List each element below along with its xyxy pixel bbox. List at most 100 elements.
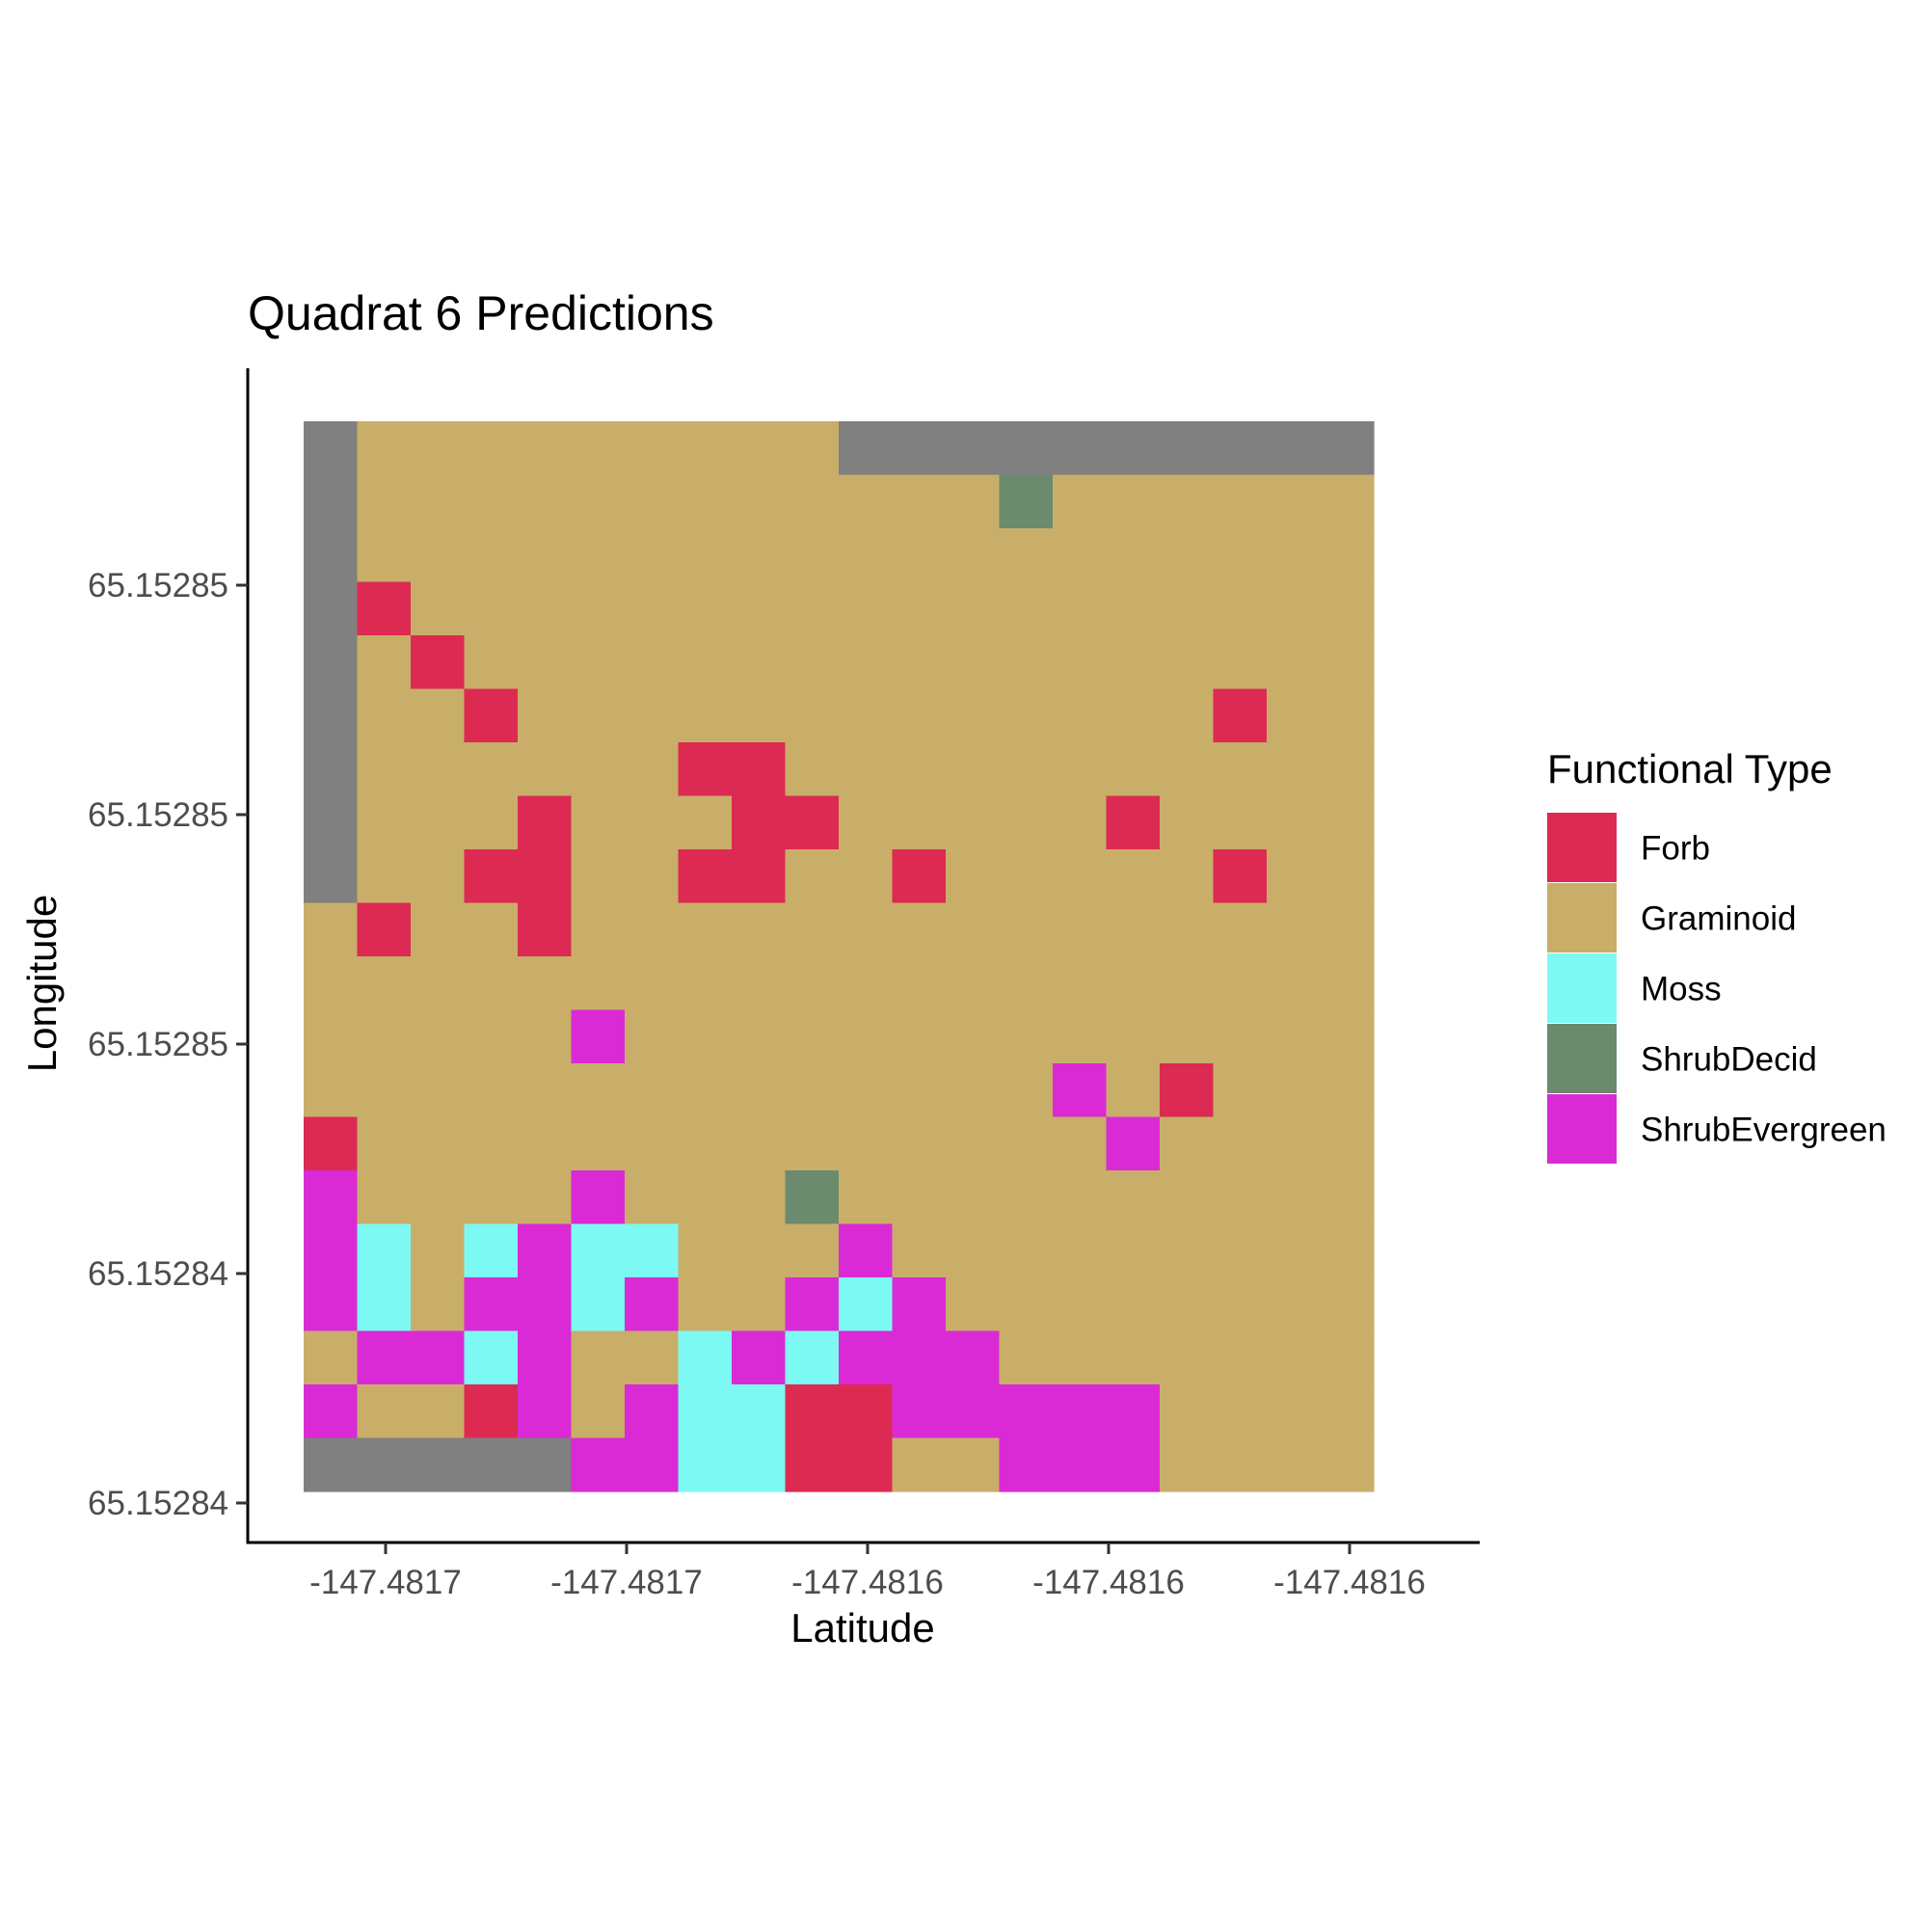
heatmap-cell xyxy=(785,474,840,529)
heatmap-cell xyxy=(1267,1063,1322,1118)
heatmap-cell xyxy=(304,1277,359,1332)
heatmap-cell xyxy=(357,1009,412,1064)
heatmap-cell xyxy=(892,688,947,743)
heatmap-cell xyxy=(785,1384,840,1439)
heatmap-cells xyxy=(304,421,1375,1492)
heatmap-cell xyxy=(839,1330,894,1385)
heatmap-cell xyxy=(571,1384,626,1439)
heatmap-cell xyxy=(946,1009,1001,1064)
heatmap-cell xyxy=(678,581,733,636)
heatmap-cell xyxy=(892,635,947,690)
heatmap-cell xyxy=(1160,1170,1215,1225)
heatmap-cell xyxy=(411,1009,466,1064)
heatmap-cell xyxy=(1320,1437,1375,1492)
heatmap-cell xyxy=(1106,1223,1161,1278)
legend-key-forb xyxy=(1547,813,1617,882)
heatmap-cell xyxy=(411,635,466,690)
heatmap-cell xyxy=(1267,528,1322,583)
heatmap-cell xyxy=(1320,1330,1375,1385)
heatmap-cell xyxy=(839,1223,894,1278)
heatmap-cell xyxy=(357,1223,412,1278)
heatmap-cell xyxy=(999,795,1054,850)
heatmap-cell xyxy=(892,581,947,636)
x-tick-label: -147.4816 xyxy=(791,1564,944,1601)
heatmap-cell xyxy=(1160,688,1215,743)
heatmap-cell xyxy=(304,1384,359,1439)
heatmap-cell xyxy=(411,421,466,476)
heatmap-cell xyxy=(732,1277,787,1332)
heatmap-cell xyxy=(1160,1009,1215,1064)
heatmap-cell xyxy=(678,742,733,797)
heatmap-cell xyxy=(571,635,626,690)
heatmap-cell xyxy=(357,1170,412,1225)
heatmap-cell xyxy=(464,849,519,904)
heatmap-cell xyxy=(464,1277,519,1332)
heatmap-cell xyxy=(1053,528,1108,583)
heatmap-cell xyxy=(571,1063,626,1118)
heatmap-cell xyxy=(625,421,680,476)
heatmap-cell xyxy=(999,528,1054,583)
heatmap-cell xyxy=(1160,581,1215,636)
heatmap-cell xyxy=(1213,795,1268,850)
legend-label-forb: Forb xyxy=(1641,830,1710,868)
heatmap-cell xyxy=(304,635,359,690)
heatmap-cell xyxy=(946,474,1001,529)
heatmap-cell xyxy=(625,1277,680,1332)
heatmap-cell xyxy=(304,1437,359,1492)
heatmap-cell xyxy=(946,1223,1001,1278)
heatmap-cell xyxy=(999,742,1054,797)
heatmap-cell xyxy=(411,795,466,850)
heatmap-cell xyxy=(1320,1223,1375,1278)
heatmap-cell xyxy=(1106,581,1161,636)
heatmap-cell xyxy=(1160,421,1215,476)
heatmap-cell xyxy=(785,1277,840,1332)
heatmap-cell xyxy=(411,581,466,636)
heatmap-cell xyxy=(518,1009,573,1064)
heatmap-cell xyxy=(1320,742,1375,797)
heatmap-cell xyxy=(999,849,1054,904)
legend-key-moss xyxy=(1547,953,1617,1023)
heatmap-cell xyxy=(625,528,680,583)
heatmap-cell xyxy=(518,581,573,636)
heatmap-cell xyxy=(839,1277,894,1332)
heatmap-cell xyxy=(304,1116,359,1171)
legend-label-shrubdecid: ShrubDecid xyxy=(1641,1041,1817,1079)
heatmap-cell xyxy=(1053,635,1108,690)
heatmap-cell xyxy=(732,1170,787,1225)
heatmap-cell xyxy=(304,688,359,743)
heatmap-cell xyxy=(357,956,412,1011)
heatmap-cell xyxy=(839,849,894,904)
heatmap-cell xyxy=(1106,421,1161,476)
heatmap-cell xyxy=(464,1116,519,1171)
heatmap-cell xyxy=(892,528,947,583)
heatmap-cell xyxy=(1320,635,1375,690)
heatmap-cell xyxy=(946,1384,1001,1439)
heatmap-cell xyxy=(625,849,680,904)
heatmap-cell xyxy=(732,528,787,583)
heatmap-cell xyxy=(1267,1384,1322,1439)
heatmap-cell xyxy=(1213,1170,1268,1225)
heatmap-cell xyxy=(785,1170,840,1225)
heatmap-cell xyxy=(1053,1277,1108,1332)
heatmap-cell xyxy=(625,635,680,690)
heatmap-cell xyxy=(304,849,359,904)
heatmap-cell xyxy=(304,1223,359,1278)
heatmap-cell xyxy=(1267,1277,1322,1332)
heatmap-cell xyxy=(357,1116,412,1171)
heatmap-cell xyxy=(678,1330,733,1385)
heatmap-cell xyxy=(732,1063,787,1118)
y-axis-ticks: 65.15285 65.15285 65.15285 65.15284 65.15284 xyxy=(88,567,248,1522)
heatmap-cell xyxy=(357,742,412,797)
heatmap-cell xyxy=(518,635,573,690)
legend-label-graminoid: Graminoid xyxy=(1641,900,1796,938)
heatmap-cell xyxy=(839,1009,894,1064)
heatmap-cell xyxy=(1267,956,1322,1011)
heatmap-cell xyxy=(464,1384,519,1439)
heatmap-cell xyxy=(1053,956,1108,1011)
heatmap-cell xyxy=(571,742,626,797)
heatmap-cell xyxy=(999,1384,1054,1439)
heatmap-cell xyxy=(678,421,733,476)
heatmap-cell xyxy=(1160,528,1215,583)
heatmap-cell xyxy=(1160,1223,1215,1278)
